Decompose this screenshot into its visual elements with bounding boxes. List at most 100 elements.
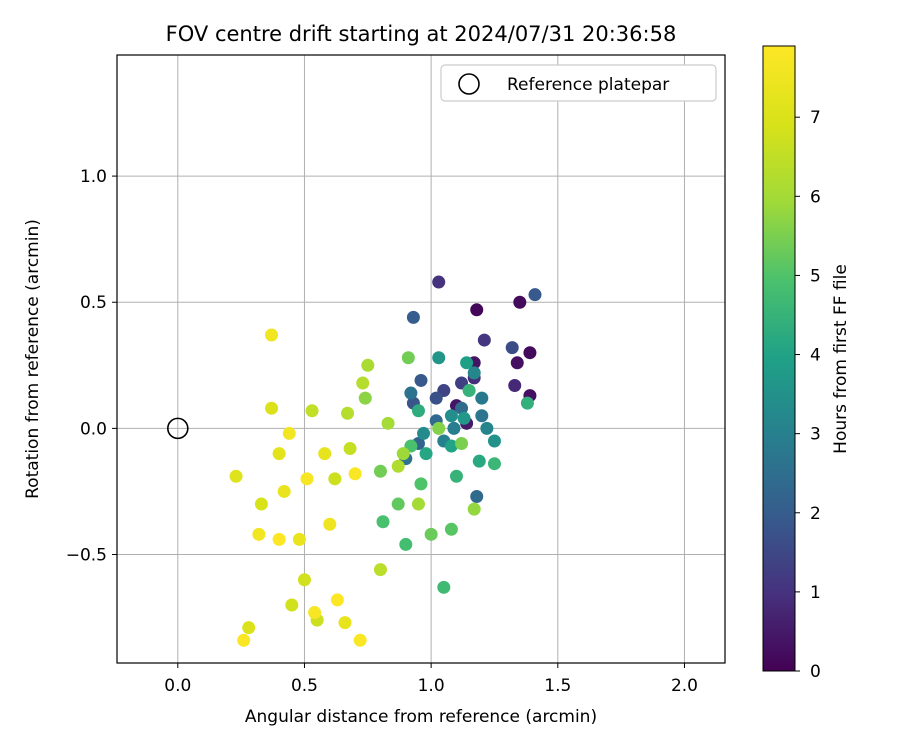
colorbar-ticks: 0 1 2 3 4 5 6 7 [795, 108, 821, 682]
data-point [358, 391, 372, 405]
chart-title: FOV centre drift starting at 2024/07/31 … [166, 22, 677, 46]
data-point [528, 288, 542, 302]
x-tick-label: 0.0 [164, 676, 191, 696]
data-point [487, 457, 501, 471]
data-point [508, 378, 522, 392]
data-point [285, 598, 299, 612]
data-point [300, 472, 314, 486]
legend-box [440, 64, 717, 102]
data-point [447, 421, 461, 435]
data-point [252, 527, 266, 541]
data-point [237, 633, 251, 647]
legend-label: Reference platepar [507, 75, 669, 95]
data-point [356, 376, 370, 390]
data-point [520, 396, 534, 410]
data-point [467, 366, 481, 380]
data-point [391, 459, 405, 473]
data-point [432, 351, 446, 365]
data-point [391, 497, 405, 511]
data-point [475, 409, 489, 423]
data-point [348, 467, 362, 481]
data-point [406, 310, 420, 324]
colorbar-tick-label: 7 [810, 108, 821, 128]
data-point [265, 401, 279, 415]
x-tick-label: 2.0 [671, 676, 698, 696]
data-point [361, 358, 375, 372]
x-tick-label: 1.5 [544, 676, 571, 696]
reference-platepar-marker [167, 417, 189, 440]
data-point [417, 426, 431, 440]
colorbar-tick-label: 4 [810, 346, 821, 366]
data-point [381, 416, 395, 430]
data-point [373, 464, 387, 478]
colorbar: 0 1 2 3 4 5 6 7 Hours from first FF file [762, 45, 851, 682]
legend: Reference platepar [440, 64, 717, 102]
data-point [373, 563, 387, 577]
x-tick-label: 1.0 [418, 676, 445, 696]
data-point [460, 356, 474, 370]
data-point [467, 502, 481, 516]
data-point [277, 484, 291, 498]
plot-points [229, 275, 542, 647]
colorbar-tick-label: 0 [810, 662, 821, 682]
data-point [242, 621, 256, 635]
y-tick-label: 1.0 [80, 167, 107, 187]
data-point [444, 439, 458, 453]
y-axis-label: Rotation from reference (arcmin) [23, 219, 43, 499]
data-point [449, 469, 463, 483]
data-point [480, 421, 494, 435]
colorbar-gradient [762, 45, 796, 672]
data-point [470, 489, 484, 503]
data-point [318, 447, 332, 461]
data-point [470, 303, 484, 317]
data-point [343, 442, 357, 456]
data-point [272, 447, 286, 461]
y-tick-label: −0.5 [66, 546, 107, 566]
colorbar-tick-label: 3 [810, 425, 821, 445]
plot-frame [116, 54, 726, 664]
y-ticks: −0.5 0.0 0.5 1.0 [66, 167, 117, 566]
data-point [254, 497, 268, 511]
data-point [376, 515, 390, 529]
y-tick-label: 0.5 [80, 293, 107, 313]
grid [117, 55, 725, 663]
data-point [328, 472, 342, 486]
data-point [523, 346, 537, 360]
colorbar-tick-label: 5 [810, 266, 821, 286]
colorbar-label: Hours from first FF file [831, 264, 851, 454]
data-point [472, 454, 486, 468]
colorbar-tick-label: 6 [810, 187, 821, 207]
data-point [462, 384, 476, 398]
data-point [308, 606, 322, 620]
data-point [444, 522, 458, 536]
data-point [292, 532, 306, 546]
data-point [414, 373, 428, 387]
data-point [401, 351, 415, 365]
data-point [411, 404, 425, 418]
data-point [338, 616, 352, 630]
data-point [475, 391, 489, 405]
data-point [432, 421, 446, 435]
legend-open-circle-icon [458, 73, 480, 95]
y-tick-label: 0.0 [80, 419, 107, 439]
x-tick-label: 0.5 [291, 676, 318, 696]
data-point [399, 537, 413, 551]
data-point [437, 580, 451, 594]
data-point [432, 275, 446, 289]
data-point [513, 295, 527, 309]
colorbar-tick-label: 2 [810, 504, 821, 524]
data-point [429, 391, 443, 405]
data-point [414, 477, 428, 491]
data-point [455, 437, 469, 451]
x-ticks: 0.0 0.5 1.0 1.5 2.0 [164, 663, 698, 696]
data-point [265, 328, 279, 342]
data-point [323, 517, 337, 531]
data-point [444, 409, 458, 423]
x-axis-label: Angular distance from reference (arcmin) [245, 707, 597, 727]
data-point [229, 469, 243, 483]
data-point [305, 404, 319, 418]
data-point [297, 573, 311, 587]
data-point [282, 426, 296, 440]
data-point [419, 447, 433, 461]
